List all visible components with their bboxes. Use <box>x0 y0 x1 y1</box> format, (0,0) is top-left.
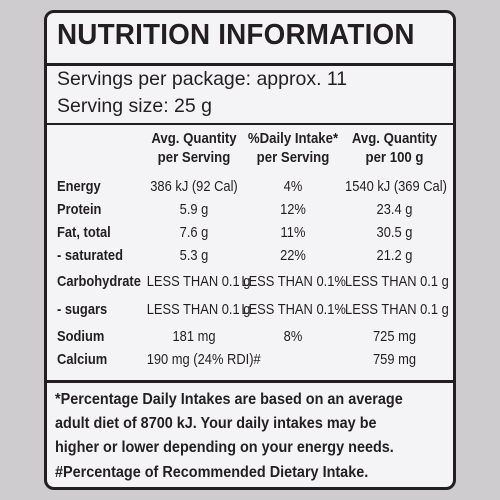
row-label: - saturated <box>57 247 123 264</box>
header-avg-per-serving-line2: per Serving <box>157 149 231 166</box>
row-per-100g: 725 mg <box>372 328 417 345</box>
header-daily-intake: %Daily Intake* per Serving <box>240 129 346 167</box>
row-per-serving: 386 kJ (92 Cal) <box>150 178 238 195</box>
row-daily-intake: LESS THAN 0.1% <box>241 273 346 290</box>
panel-title: NUTRITION INFORMATION <box>57 19 415 51</box>
footnote-line-4: #Percentage of Recommended Dietary Intak… <box>55 464 369 481</box>
row-per-serving: 181 mg <box>172 328 216 345</box>
row-label: Energy <box>57 178 101 195</box>
row-per-100g: 759 mg <box>372 351 417 368</box>
row-per-serving: 5.9 g <box>179 201 209 218</box>
table-row: - sugars LESS THAN 0.1 g LESS THAN 0.1% … <box>47 299 453 321</box>
row-per-serving: 190 mg (24% RDI)# <box>146 351 261 368</box>
row-per-100g: LESS THAN 0.1 g <box>345 273 449 290</box>
footnote-line-2: adult diet of 8700 kJ. Your daily intake… <box>55 415 377 432</box>
row-per-serving: 7.6 g <box>179 224 209 241</box>
row-label: Sodium <box>57 328 105 345</box>
table-row: - saturated 5.3 g 22% 21.2 g <box>47 245 453 267</box>
title-divider <box>47 63 453 66</box>
info-divider <box>47 123 453 125</box>
row-daily-intake: LESS THAN 0.1% <box>241 301 346 318</box>
row-per-serving: LESS THAN 0.1 g <box>146 273 251 290</box>
row-per-100g: 30.5 g <box>376 224 413 241</box>
row-label: Calcium <box>57 351 108 368</box>
row-per-100g: 23.4 g <box>376 201 413 218</box>
table-row: Fat, total 7.6 g 11% 30.5 g <box>47 222 453 244</box>
nutrition-panel: NUTRITION INFORMATION Servings per packa… <box>44 10 456 490</box>
header-avg-per-100g-line2: per 100 g <box>365 149 424 166</box>
row-label: - sugars <box>57 301 108 318</box>
row-per-100g: LESS THAN 0.1 g <box>345 301 449 318</box>
row-per-100g: 21.2 g <box>376 247 413 264</box>
row-daily-intake: 22% <box>280 247 306 264</box>
servings-per-package: Servings per package: approx. 11 <box>57 68 348 90</box>
header-avg-per-serving-line1: Avg. Quantity <box>151 130 237 147</box>
footnote-line-1: *Percentage Daily Intakes are based on a… <box>55 391 403 408</box>
row-daily-intake: 11% <box>280 224 306 241</box>
row-per-serving: 5.3 g <box>179 247 209 264</box>
table-row: Carbohydrate LESS THAN 0.1 g LESS THAN 0… <box>47 271 453 293</box>
footnote-line-3: higher or lower depending on your energy… <box>55 439 394 456</box>
serving-size: Serving size: 25 g <box>57 95 213 117</box>
row-label: Protein <box>57 201 102 218</box>
row-per-serving: LESS THAN 0.1 g <box>146 301 251 318</box>
header-avg-per-100g-line1: Avg. Quantity <box>351 130 438 147</box>
table-row: Sodium 181 mg 8% 725 mg <box>47 326 453 348</box>
row-label: Fat, total <box>57 224 111 241</box>
header-daily-intake-line2: per Serving <box>256 149 330 166</box>
row-per-100g: 1540 kJ (369 Cal) <box>345 178 447 195</box>
table-row: Protein 5.9 g 12% 23.4 g <box>47 199 453 221</box>
header-daily-intake-line1: %Daily Intake* <box>247 130 339 147</box>
header-avg-per-100g: Avg. Quantity per 100 g <box>344 129 445 167</box>
row-label: Carbohydrate <box>57 273 141 290</box>
row-daily-intake: 12% <box>280 201 306 218</box>
table-divider <box>47 380 453 383</box>
table-row: Calcium 190 mg (24% RDI)# 759 mg <box>47 349 453 371</box>
row-daily-intake: 4% <box>283 178 303 195</box>
table-row: Energy 386 kJ (92 Cal) 4% 1540 kJ (369 C… <box>47 176 453 198</box>
row-daily-intake: 8% <box>283 328 303 345</box>
header-avg-per-serving: Avg. Quantity per Serving <box>146 129 243 167</box>
